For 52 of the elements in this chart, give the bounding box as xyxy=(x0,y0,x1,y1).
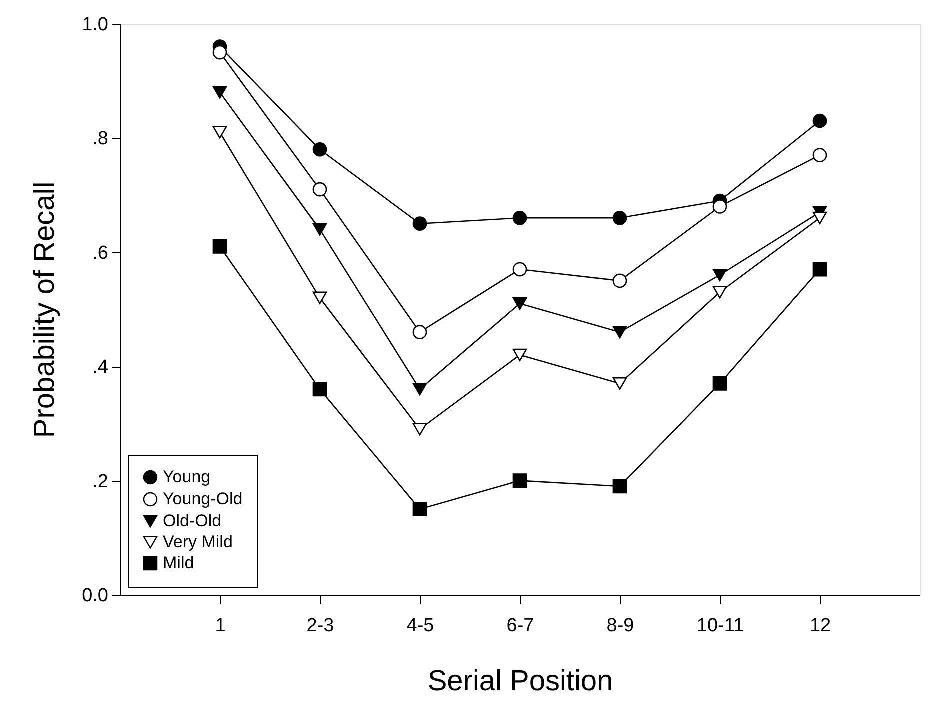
x-tick-label: 6-7 xyxy=(506,616,534,636)
point xyxy=(312,292,328,304)
y-tick-label: 0.0 xyxy=(82,586,108,606)
y-tick-label: .8 xyxy=(92,128,108,150)
point xyxy=(312,382,328,397)
point xyxy=(512,297,528,310)
point xyxy=(712,286,728,299)
point xyxy=(512,474,528,488)
legend-label: Old-Old xyxy=(163,512,222,530)
y-tick-label: .4 xyxy=(92,357,109,378)
point xyxy=(812,212,828,224)
point xyxy=(712,376,728,391)
legend-label: Young xyxy=(163,468,211,486)
x-tick-label: 1 xyxy=(215,616,226,636)
point xyxy=(212,45,228,60)
x-tick-label: 8-9 xyxy=(606,616,634,636)
point xyxy=(612,479,628,494)
point xyxy=(212,126,228,139)
point xyxy=(312,142,328,157)
legend-label: Very Mild xyxy=(163,532,233,552)
point xyxy=(312,182,328,197)
y-tick-label: .6 xyxy=(92,242,108,264)
point xyxy=(612,210,628,226)
point xyxy=(412,216,428,232)
point xyxy=(512,262,528,277)
point xyxy=(812,148,828,162)
x-tick-label: 4-5 xyxy=(406,616,434,636)
point xyxy=(712,200,728,214)
point xyxy=(512,348,528,362)
point xyxy=(312,223,328,236)
y-axis-title: Probability of Recall xyxy=(29,182,62,438)
point xyxy=(412,502,428,517)
point xyxy=(612,377,628,390)
point xyxy=(812,262,828,277)
x-axis-title: Serial Position xyxy=(428,666,614,698)
point xyxy=(612,274,628,288)
x-tick-label: 12 xyxy=(810,616,832,636)
x-tick-label: 10-11 xyxy=(696,616,744,636)
point xyxy=(412,383,428,396)
point xyxy=(812,114,828,128)
legend-label: Mild xyxy=(163,554,194,572)
point xyxy=(412,325,428,340)
y-tick-label: 1.0 xyxy=(82,14,108,36)
point xyxy=(612,326,628,339)
x-tick-label: 2-3 xyxy=(306,616,334,636)
point xyxy=(512,210,528,226)
point xyxy=(412,423,428,436)
point xyxy=(212,240,228,254)
y-tick-label: .2 xyxy=(92,471,108,492)
point xyxy=(212,86,228,99)
point xyxy=(712,268,728,282)
legend-label: Young-Old xyxy=(163,490,243,508)
